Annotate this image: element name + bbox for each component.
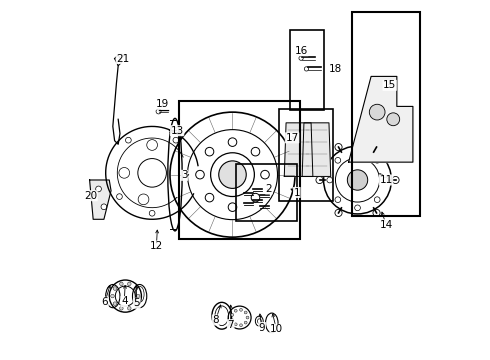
Circle shape [147,140,157,150]
Text: 5: 5 [133,298,140,308]
Circle shape [335,210,342,216]
Circle shape [219,161,246,188]
Text: 7: 7 [227,320,234,330]
Circle shape [244,321,247,324]
Circle shape [373,144,380,150]
Circle shape [113,302,117,305]
Circle shape [240,309,243,311]
Circle shape [231,314,234,316]
Text: 17: 17 [286,133,299,143]
Circle shape [392,176,399,184]
Circle shape [373,210,380,216]
Circle shape [355,205,360,211]
Circle shape [369,104,385,120]
Text: 21: 21 [116,54,129,64]
Text: 10: 10 [270,324,283,334]
Circle shape [335,197,341,203]
Circle shape [156,109,161,114]
Circle shape [251,147,260,156]
Circle shape [113,287,117,290]
Circle shape [251,193,260,202]
Circle shape [383,177,388,183]
Circle shape [101,204,107,210]
Circle shape [120,282,123,285]
Circle shape [117,194,122,199]
Circle shape [134,287,138,290]
Text: 3: 3 [181,170,188,180]
Polygon shape [302,123,331,176]
Text: 15: 15 [383,80,396,90]
Polygon shape [284,123,313,176]
Circle shape [244,311,247,314]
Circle shape [347,170,368,190]
Circle shape [127,307,131,310]
Text: 18: 18 [328,64,342,73]
Text: 2: 2 [266,184,272,194]
Circle shape [231,319,234,321]
Circle shape [299,56,303,60]
Text: 19: 19 [156,99,170,109]
Circle shape [228,203,237,211]
Circle shape [387,113,400,126]
Circle shape [327,177,333,183]
Text: 1: 1 [294,188,300,198]
Circle shape [316,176,323,184]
Text: 8: 8 [212,315,219,325]
Circle shape [111,294,114,298]
Text: 12: 12 [150,241,163,251]
Circle shape [173,137,179,143]
Text: 4: 4 [121,296,127,306]
Text: 16: 16 [295,46,308,56]
Circle shape [234,323,237,326]
Circle shape [335,144,342,150]
Circle shape [228,138,237,147]
Circle shape [261,170,270,179]
Circle shape [127,282,131,285]
Circle shape [205,147,214,156]
Circle shape [120,307,123,310]
Circle shape [149,210,155,216]
Circle shape [246,316,249,319]
Circle shape [374,157,380,163]
Circle shape [119,167,130,178]
Text: 13: 13 [171,126,184,136]
Text: 11: 11 [379,175,392,185]
Circle shape [134,302,138,305]
Text: 20: 20 [84,191,97,201]
Text: 14: 14 [379,220,392,230]
Text: 6: 6 [101,297,108,307]
Circle shape [196,170,204,179]
Circle shape [138,194,149,205]
Circle shape [304,67,309,71]
Circle shape [96,186,101,192]
Text: 9: 9 [259,323,266,333]
Circle shape [355,149,360,155]
Circle shape [205,193,214,202]
Circle shape [374,197,380,203]
Circle shape [240,324,243,327]
Circle shape [136,294,140,298]
Polygon shape [348,76,413,162]
Circle shape [234,309,237,312]
Circle shape [335,157,341,163]
Circle shape [125,137,131,143]
Polygon shape [90,180,111,219]
